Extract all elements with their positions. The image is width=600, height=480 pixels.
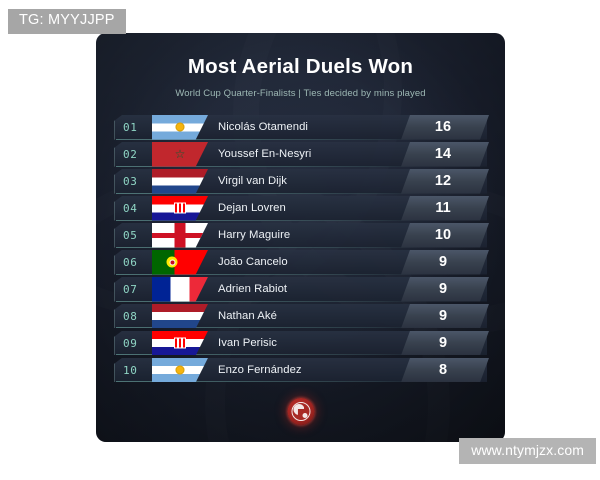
value-badge: 9 bbox=[401, 304, 489, 329]
flag-england-icon bbox=[152, 222, 208, 248]
value-badge: 16 bbox=[401, 115, 489, 140]
page-title: Most Aerial Duels Won bbox=[187, 55, 414, 78]
ranking-row[interactable]: 02 ☆ Youssef En-Nesyri 14 bbox=[114, 141, 489, 167]
value-text: 12 bbox=[434, 173, 452, 190]
player-name: Dejan Lovren bbox=[218, 202, 286, 215]
value-text: 9 bbox=[438, 308, 448, 325]
value-text: 9 bbox=[438, 335, 448, 352]
ranking-list: 01 Nicolás Otamendi 16 02 ☆ Youssef En-Nesyri… bbox=[114, 115, 489, 383]
ranking-row[interactable]: 09 Ivan Perisic 9 bbox=[114, 330, 489, 356]
player-name: Nicolás Otamendi bbox=[218, 121, 308, 134]
ranking-row[interactable]: 04 Dejan Lovren 11 bbox=[114, 195, 489, 221]
row-underline bbox=[116, 300, 421, 302]
row-underline bbox=[116, 273, 421, 275]
swirl-logo-icon bbox=[287, 398, 314, 425]
player-name: Harry Maguire bbox=[218, 229, 291, 242]
ranking-row[interactable]: 10 Enzo Fernández 8 bbox=[114, 357, 489, 383]
site-watermark: www.ntymjzx.com bbox=[459, 437, 596, 464]
value-badge: 8 bbox=[401, 358, 489, 383]
row-underline bbox=[116, 138, 421, 140]
ranking-row[interactable]: 07 Adrien Rabiot 9 bbox=[114, 276, 489, 302]
player-name: Ivan Perisic bbox=[218, 337, 277, 350]
player-name: Nathan Aké bbox=[218, 310, 277, 323]
ranking-row[interactable]: 03 Virgil van Dijk 12 bbox=[114, 168, 489, 194]
rank-number: 02 bbox=[123, 147, 138, 161]
rank-number: 10 bbox=[123, 363, 138, 377]
value-text: 10 bbox=[434, 227, 452, 244]
row-underline bbox=[116, 219, 421, 221]
row-underline bbox=[116, 354, 421, 356]
row-underline bbox=[116, 192, 421, 194]
value-text: 9 bbox=[438, 281, 448, 298]
ranking-row[interactable]: 05 Harry Maguire 10 bbox=[114, 222, 489, 248]
value-text: 16 bbox=[434, 119, 452, 136]
rank-number: 04 bbox=[123, 201, 138, 215]
rank-number: 09 bbox=[123, 336, 138, 350]
ranking-row[interactable]: 08 Nathan Aké 9 bbox=[114, 303, 489, 329]
row-underline bbox=[116, 381, 421, 383]
rank-number: 07 bbox=[123, 282, 138, 296]
player-name: Youssef En-Nesyri bbox=[218, 148, 312, 161]
rank-number: 01 bbox=[123, 120, 138, 134]
card-subtitle: World Cup Quarter-Finalists | Ties decid… bbox=[175, 87, 426, 99]
row-underline bbox=[116, 246, 421, 248]
rank-number: 08 bbox=[123, 309, 138, 323]
row-underline bbox=[116, 165, 421, 167]
infographic-card: Most Aerial Duels Won World Cup Quarter-… bbox=[96, 33, 505, 442]
rank-number: 06 bbox=[123, 255, 138, 269]
swirl-logo-inner bbox=[291, 402, 310, 421]
ranking-row[interactable]: 06 João Cancelo 9 bbox=[114, 249, 489, 275]
value-text: 11 bbox=[435, 200, 451, 217]
value-badge: 11 bbox=[401, 196, 489, 221]
value-badge: 14 bbox=[401, 142, 489, 167]
row-underline bbox=[116, 327, 421, 329]
value-text: 14 bbox=[434, 146, 452, 163]
card-header: Most Aerial Duels Won World Cup Quarter-… bbox=[96, 33, 505, 98]
telegram-watermark: TG: MYYJJPP bbox=[8, 9, 126, 34]
player-name: Enzo Fernández bbox=[218, 364, 302, 377]
rank-number: 03 bbox=[123, 174, 138, 188]
value-badge: 9 bbox=[401, 331, 489, 356]
rank-number: 05 bbox=[123, 228, 138, 242]
player-name: Adrien Rabiot bbox=[218, 283, 288, 296]
value-badge: 9 bbox=[401, 277, 489, 302]
value-text: 9 bbox=[438, 254, 448, 271]
ranking-row[interactable]: 01 Nicolás Otamendi 16 bbox=[114, 115, 487, 140]
value-badge: 10 bbox=[401, 223, 489, 248]
value-badge: 12 bbox=[401, 169, 489, 194]
value-badge: 9 bbox=[401, 250, 489, 275]
player-name: João Cancelo bbox=[218, 256, 288, 269]
value-text: 8 bbox=[438, 362, 448, 379]
player-name: Virgil van Dijk bbox=[218, 175, 287, 188]
